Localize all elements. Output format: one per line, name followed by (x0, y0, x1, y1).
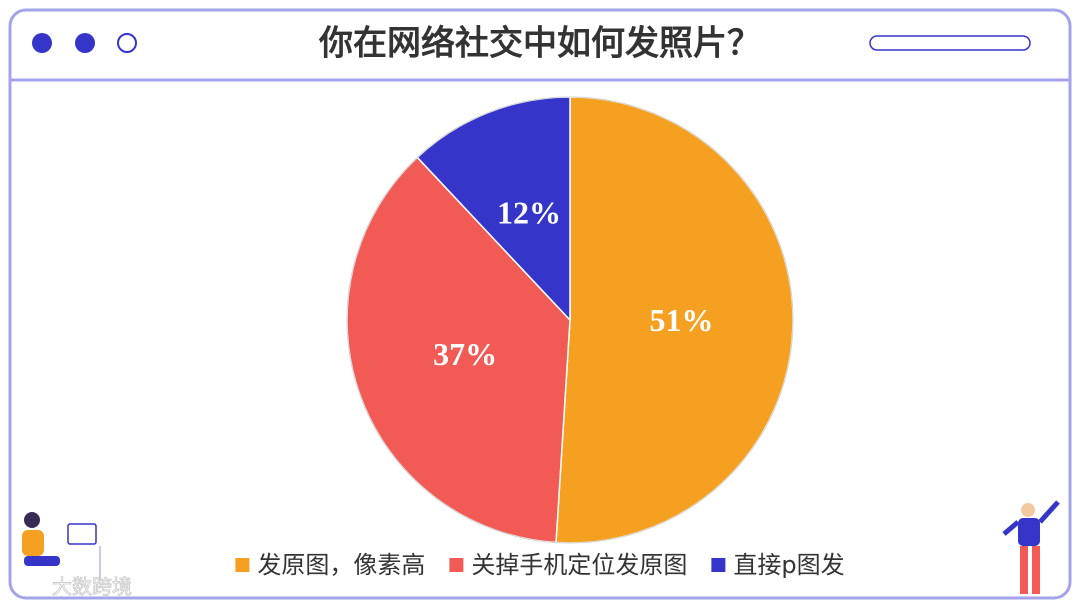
illustration-left (22, 512, 101, 580)
legend-swatch (711, 558, 726, 572)
legend-swatch (449, 558, 464, 572)
data-label: 51% (649, 302, 713, 338)
watermark: 大数跨境 (52, 575, 132, 599)
data-label: 37% (433, 336, 497, 372)
legend-label: 直接p图发 (733, 551, 844, 579)
search-pill (869, 35, 1031, 51)
window-dot (75, 33, 95, 53)
legend-label: 关掉手机定位发原图 (471, 551, 687, 579)
window-dot (117, 33, 137, 53)
chart-title: 你在网络社交中如何发照片？ (318, 24, 761, 64)
legend-swatch (235, 558, 250, 572)
legend-label: 发原图，像素高 (257, 551, 425, 579)
pie-outline (346, 96, 794, 544)
data-label: 12% (497, 195, 561, 231)
illustration-right (1002, 500, 1060, 594)
window-dot (32, 33, 52, 53)
